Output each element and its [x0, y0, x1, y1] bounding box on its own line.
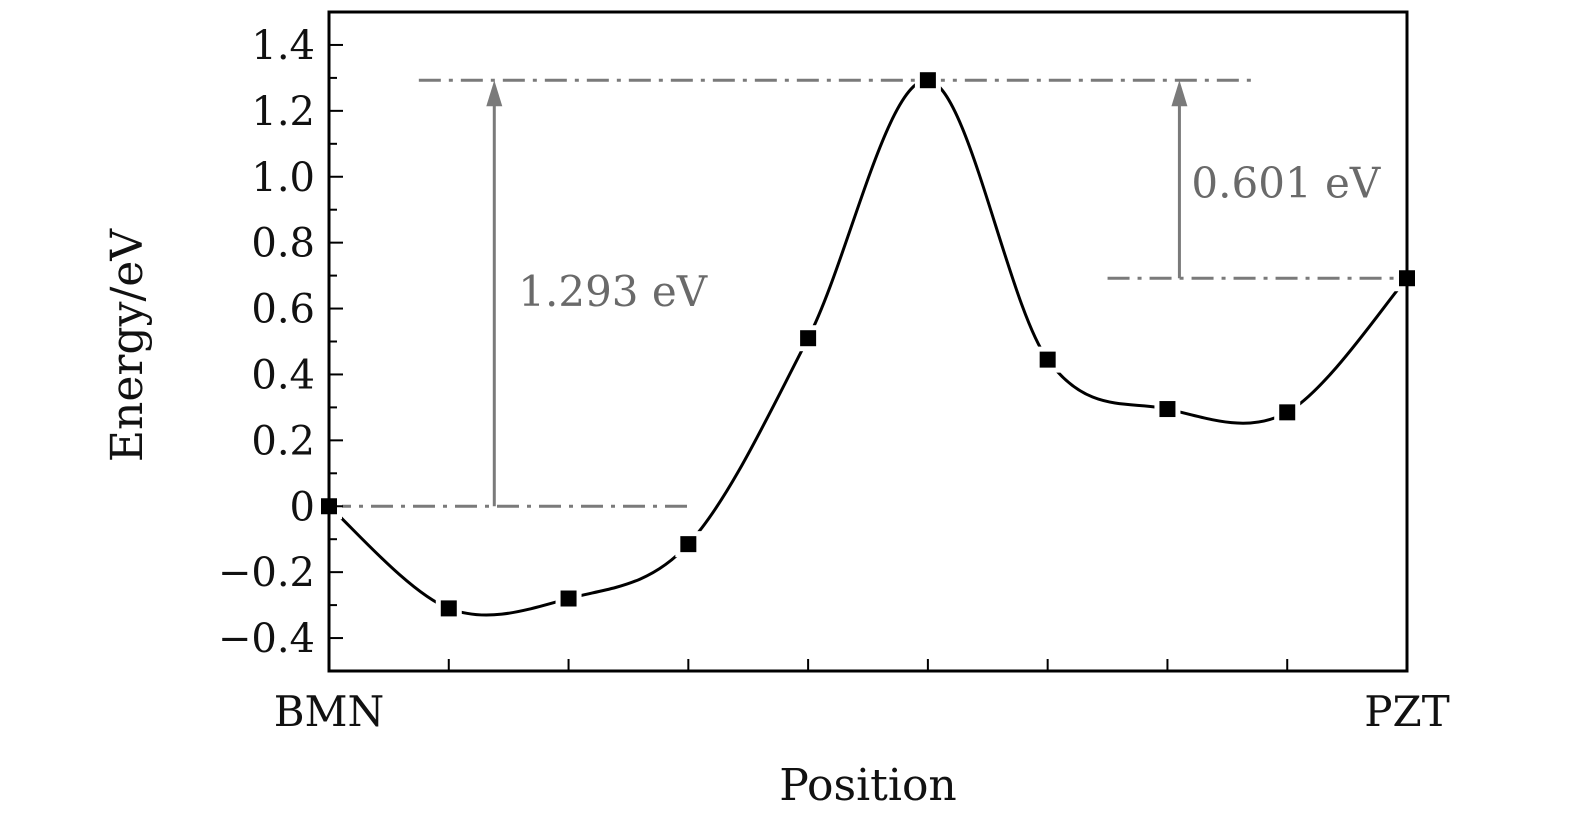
x-category-label-bmn: BMN — [274, 687, 385, 736]
y-tick-label: 0 — [290, 484, 315, 530]
y-tick-label: 1.0 — [251, 155, 315, 201]
y-tick-label: −0.2 — [218, 550, 315, 596]
arrow-forward-barrier — [486, 80, 503, 507]
data-point-3 — [680, 536, 697, 553]
y-axis-title: Energy/eV — [102, 228, 153, 462]
data-point-7 — [1159, 401, 1176, 418]
data-point-4 — [800, 330, 817, 347]
y-tick-label: −0.4 — [218, 616, 315, 662]
annotation-barrier-reverse: 0.601 eV — [1191, 158, 1380, 207]
y-axis-ticks: 1.4 1.2 1.0 0.8 0.6 0.4 0.2 0 −0.2 −0.4 — [218, 11, 343, 672]
plot-area — [316, 67, 1420, 622]
data-point-6 — [1039, 351, 1056, 368]
data-point-8 — [1279, 404, 1296, 421]
y-tick-label: 0.8 — [251, 221, 315, 267]
data-point-2 — [560, 590, 577, 607]
annotation-barrier-forward: 1.293 eV — [518, 267, 707, 316]
y-tick-label: 0.4 — [251, 352, 315, 398]
y-tick-label: 1.4 — [251, 23, 315, 69]
data-point-5 — [919, 72, 936, 89]
y-tick-label: 0.6 — [251, 287, 315, 333]
x-axis-title: Position — [779, 760, 957, 811]
y-tick-label: 1.2 — [251, 89, 315, 135]
x-axis-ticks — [447, 659, 1289, 671]
y-tick-label: 0.2 — [251, 418, 315, 464]
data-point-1 — [440, 600, 457, 617]
axes-frame — [327, 10, 1409, 673]
energy-curve — [328, 78, 1409, 617]
arrow-reverse-barrier — [1171, 80, 1188, 279]
x-category-label-pzt: PZT — [1364, 687, 1449, 736]
